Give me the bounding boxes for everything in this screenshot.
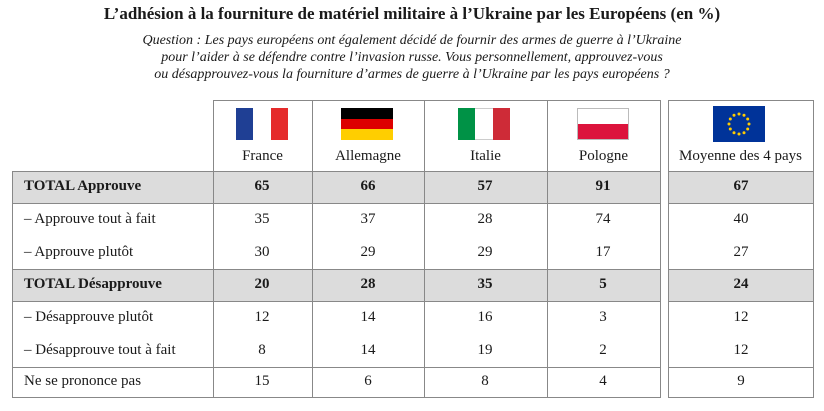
row-label: – Approuve plutôt [24, 244, 134, 260]
table-cell: 65 [254, 178, 270, 194]
grid-line [12, 171, 661, 172]
grid-line [312, 100, 313, 398]
table-cell: 17 [595, 244, 611, 260]
table-cell: 24 [733, 276, 749, 292]
table-cell: 28 [477, 211, 493, 227]
table-cell: 35 [477, 276, 493, 292]
row-label: TOTAL Approuve [24, 178, 142, 194]
grid-line [668, 100, 814, 101]
row-label: – Désapprouve plutôt [24, 309, 154, 325]
grid-line [668, 397, 814, 398]
total-disapprove-band-left [12, 269, 660, 301]
table-cell: 66 [360, 178, 376, 194]
flag-stripe [341, 129, 393, 141]
poland-flag-icon [577, 108, 629, 140]
row-label: TOTAL Désapprouve [24, 276, 162, 292]
table-cell: 12 [733, 342, 749, 358]
grid-line [813, 100, 814, 398]
table-cell: 40 [733, 211, 749, 227]
table-cell: 15 [254, 373, 270, 389]
italy-flag-icon [458, 108, 510, 140]
table-cell: 14 [360, 342, 376, 358]
grid-line [668, 100, 669, 398]
table-cell: 9 [737, 373, 745, 389]
column-header-allemagne: Allemagne [335, 148, 401, 164]
column-header-moyenne: Moyenne des 4 pays [679, 148, 802, 164]
row-label: – Désapprouve tout à fait [24, 342, 176, 358]
grid-line [668, 171, 814, 172]
total-approve-band-left [12, 171, 660, 203]
flag-stripe [492, 108, 510, 140]
table-cell: 2 [599, 342, 607, 358]
flag-stripe [341, 118, 393, 130]
grid-line [12, 397, 661, 398]
grid-line [213, 100, 661, 101]
table-cell: 29 [477, 244, 493, 260]
table-cell: 27 [733, 244, 749, 260]
question-line-3: ou désapprouvez-vous la fourniture d’arm… [154, 67, 670, 82]
row-label: Ne se prononce pas [24, 373, 142, 389]
table-cell: 29 [360, 244, 376, 260]
column-header-pologne: Pologne [578, 148, 629, 164]
page-title: L’adhésion à la fourniture de matériel m… [103, 4, 721, 23]
total-approve-band-right [668, 171, 814, 203]
table-cell: 16 [477, 309, 493, 325]
grid-line [547, 100, 548, 398]
grid-line [668, 367, 814, 368]
flag-stripe [253, 108, 271, 140]
table-cell: 6 [364, 373, 372, 389]
flag-stripe [236, 108, 254, 140]
table-cell: 12 [254, 309, 270, 325]
grid-line [12, 301, 661, 302]
table-cell: 91 [595, 178, 611, 194]
table-cell: 4 [599, 373, 607, 389]
grid-line [424, 100, 425, 398]
grid-line [213, 100, 214, 398]
grid-line [660, 100, 661, 398]
table-cell: 30 [254, 244, 270, 260]
table-cell: 28 [360, 276, 376, 292]
table-cell: 37 [360, 211, 376, 227]
grid-line [12, 171, 13, 398]
table-cell: 14 [360, 309, 376, 325]
column-header-italie: Italie [470, 148, 501, 164]
flag-stripe [578, 124, 628, 139]
table-cell: 19 [477, 342, 493, 358]
germany-flag-icon [341, 108, 393, 141]
table-cell: 3 [599, 309, 607, 325]
table-cell: 8 [258, 342, 266, 358]
flag-stripe [475, 108, 493, 140]
grid-line [12, 203, 661, 204]
flag-stripe [270, 108, 288, 140]
total-disapprove-band-right [668, 269, 814, 301]
flag-stripe [578, 109, 628, 124]
column-header-france: France [242, 148, 283, 164]
table-cell: 74 [595, 211, 611, 227]
table-cell: 57 [477, 178, 493, 194]
table-cell: 67 [733, 178, 749, 194]
table-cell: 12 [733, 309, 749, 325]
grid-line [668, 203, 814, 204]
row-label: – Approuve tout à fait [24, 211, 156, 227]
table-cell: 5 [599, 276, 607, 292]
flag-stripe [458, 108, 476, 140]
table-cell: 35 [254, 211, 270, 227]
france-flag-icon [236, 108, 288, 140]
eu-flag-icon [713, 106, 765, 142]
question-line-2: pour l’aider à se défendre contre l’inva… [161, 50, 663, 65]
grid-line [668, 269, 814, 270]
grid-line [668, 301, 814, 302]
question-line-1: Question : Les pays européens ont égalem… [142, 33, 682, 48]
table-cell: 20 [254, 276, 270, 292]
flag-stripe [341, 108, 393, 119]
table-cell: 8 [481, 373, 489, 389]
grid-line [12, 367, 661, 368]
grid-line [12, 269, 661, 270]
